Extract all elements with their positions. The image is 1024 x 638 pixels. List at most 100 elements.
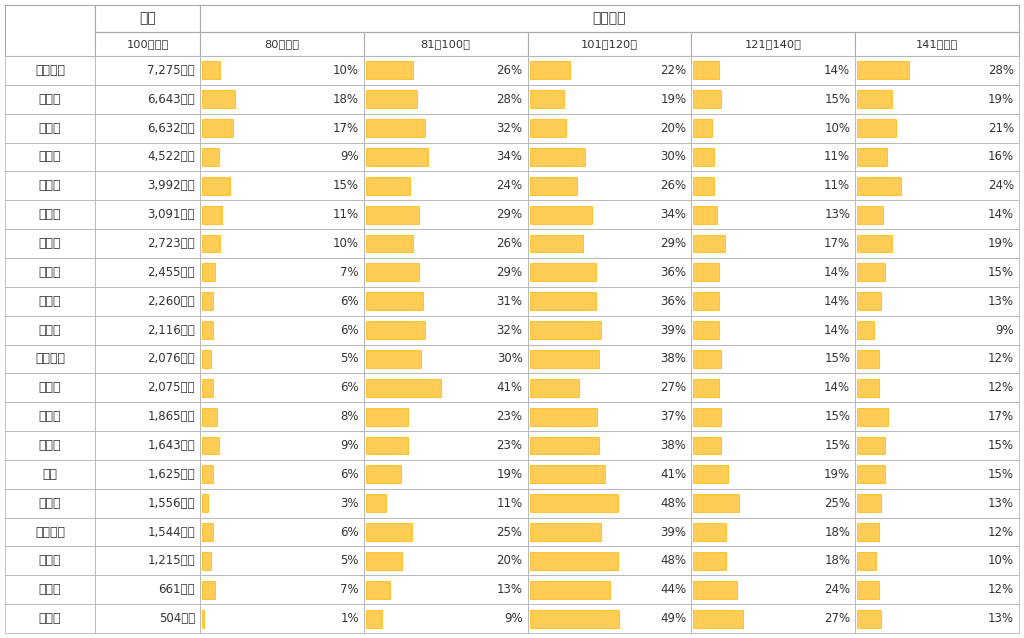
Bar: [527, 85, 691, 114]
Text: 34%: 34%: [497, 151, 522, 163]
Text: 23%: 23%: [497, 439, 522, 452]
Bar: [5, 287, 95, 316]
Bar: [693, 205, 717, 223]
Bar: [527, 547, 691, 575]
Text: 11%: 11%: [824, 151, 850, 163]
Bar: [529, 91, 564, 108]
Bar: [527, 402, 691, 431]
Bar: [529, 610, 620, 628]
Bar: [857, 610, 881, 628]
Bar: [529, 436, 599, 454]
Text: 12%: 12%: [988, 382, 1014, 394]
Text: 市川市: 市川市: [39, 208, 61, 221]
Bar: [364, 85, 527, 114]
Bar: [693, 263, 719, 281]
Bar: [857, 205, 883, 223]
Text: 29%: 29%: [660, 237, 686, 250]
Text: 41%: 41%: [660, 468, 686, 481]
Bar: [364, 402, 527, 431]
Bar: [366, 379, 441, 397]
Text: 10%: 10%: [333, 64, 358, 77]
Bar: [5, 200, 95, 229]
Text: 14%: 14%: [824, 64, 850, 77]
Bar: [527, 114, 691, 142]
Text: 9%: 9%: [504, 612, 522, 625]
Bar: [366, 119, 425, 137]
Text: 24%: 24%: [988, 179, 1014, 192]
Bar: [5, 517, 95, 547]
Bar: [202, 235, 220, 253]
Bar: [366, 436, 408, 454]
Text: 36%: 36%: [660, 295, 686, 308]
Bar: [855, 402, 1019, 431]
Bar: [691, 431, 855, 460]
Text: 101～120㎡: 101～120㎡: [581, 39, 638, 49]
Bar: [855, 114, 1019, 142]
Bar: [691, 402, 855, 431]
Bar: [5, 316, 95, 345]
Bar: [529, 235, 583, 253]
Bar: [855, 258, 1019, 287]
Text: 19%: 19%: [660, 93, 686, 106]
Bar: [527, 32, 691, 56]
Text: 15%: 15%: [824, 352, 850, 366]
Bar: [693, 91, 721, 108]
Bar: [5, 489, 95, 517]
Text: 杉並区: 杉並区: [39, 93, 61, 106]
Text: 14%: 14%: [824, 266, 850, 279]
Bar: [857, 465, 885, 483]
Bar: [857, 408, 889, 426]
Text: 14%: 14%: [824, 295, 850, 308]
Text: 121～140㎡: 121～140㎡: [744, 39, 802, 49]
Bar: [693, 610, 743, 628]
Bar: [202, 610, 204, 628]
Bar: [366, 205, 419, 223]
Text: 18%: 18%: [824, 554, 850, 567]
Bar: [364, 229, 527, 258]
Bar: [202, 494, 208, 512]
Text: 茅ヶ崎市: 茅ヶ崎市: [35, 352, 65, 366]
Bar: [691, 142, 855, 172]
Text: 船橋市: 船橋市: [39, 323, 61, 337]
Bar: [364, 460, 527, 489]
Bar: [5, 56, 95, 85]
Bar: [529, 148, 585, 166]
Bar: [366, 292, 423, 310]
Text: 12%: 12%: [988, 583, 1014, 597]
Bar: [855, 172, 1019, 200]
Bar: [529, 350, 599, 368]
Bar: [855, 547, 1019, 575]
Bar: [95, 114, 200, 142]
Bar: [364, 489, 527, 517]
Bar: [857, 235, 892, 253]
Bar: [529, 552, 617, 570]
Bar: [364, 345, 527, 373]
Bar: [529, 321, 601, 339]
Bar: [857, 91, 892, 108]
Text: 13%: 13%: [988, 496, 1014, 510]
Text: 15%: 15%: [988, 439, 1014, 452]
Text: 上尾市: 上尾市: [39, 554, 61, 567]
Bar: [95, 5, 200, 32]
Bar: [5, 604, 95, 633]
Bar: [95, 345, 200, 373]
Bar: [855, 287, 1019, 316]
Text: 藤沢市: 藤沢市: [39, 295, 61, 308]
Text: 25%: 25%: [497, 526, 522, 538]
Bar: [364, 32, 527, 56]
Bar: [366, 148, 428, 166]
Text: 13%: 13%: [988, 612, 1014, 625]
Bar: [200, 373, 364, 402]
Bar: [5, 114, 95, 142]
Bar: [95, 229, 200, 258]
Bar: [527, 172, 691, 200]
Text: 27%: 27%: [824, 612, 850, 625]
Bar: [366, 263, 419, 281]
Bar: [691, 547, 855, 575]
Text: 26%: 26%: [660, 179, 686, 192]
Bar: [366, 494, 386, 512]
Text: 1,556万円: 1,556万円: [147, 496, 195, 510]
Bar: [5, 373, 95, 402]
Bar: [5, 345, 95, 373]
Text: 6%: 6%: [340, 526, 358, 538]
